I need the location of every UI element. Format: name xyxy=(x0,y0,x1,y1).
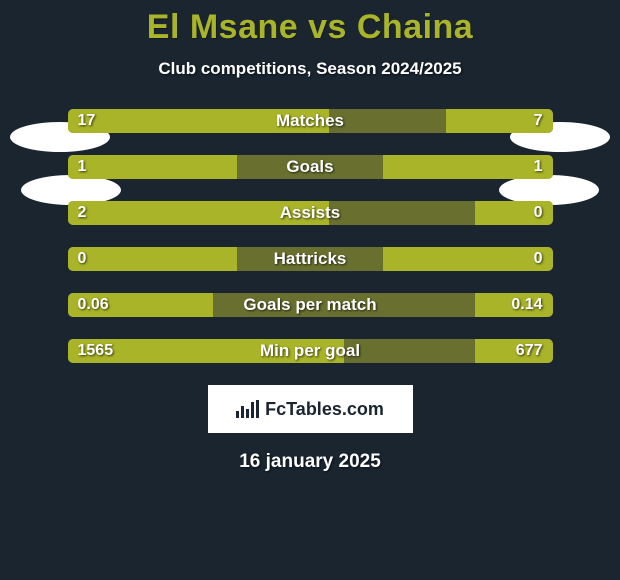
brand-box[interactable]: FcTables.com xyxy=(208,385,413,433)
stat-value-right: 0.14 xyxy=(511,293,542,317)
stat-row: 2Assists0 xyxy=(68,201,553,225)
comparison-card: El Msane vs Chaina Club competitions, Se… xyxy=(0,0,620,473)
stat-label: Hattricks xyxy=(68,247,553,271)
stat-row: 0.06Goals per match0.14 xyxy=(68,293,553,317)
subtitle: Club competitions, Season 2024/2025 xyxy=(0,59,620,79)
stat-label: Goals xyxy=(68,155,553,179)
page-title: El Msane vs Chaina xyxy=(0,8,620,47)
stat-row: 0Hattricks0 xyxy=(68,247,553,271)
stat-label: Matches xyxy=(68,109,553,133)
bar-chart-icon xyxy=(236,400,259,418)
stat-label: Min per goal xyxy=(68,339,553,363)
stat-value-right: 1 xyxy=(534,155,543,179)
stat-label: Goals per match xyxy=(68,293,553,317)
stat-value-right: 0 xyxy=(534,247,543,271)
stat-value-right: 7 xyxy=(534,109,543,133)
brand-text: FcTables.com xyxy=(265,399,384,420)
stats-bars: 17Matches71Goals12Assists00Hattricks00.0… xyxy=(68,109,553,363)
date-label: 16 january 2025 xyxy=(0,451,620,473)
stat-row: 1Goals1 xyxy=(68,155,553,179)
stat-value-right: 677 xyxy=(516,339,543,363)
stat-label: Assists xyxy=(68,201,553,225)
stat-value-right: 0 xyxy=(534,201,543,225)
stat-row: 17Matches7 xyxy=(68,109,553,133)
stat-row: 1565Min per goal677 xyxy=(68,339,553,363)
